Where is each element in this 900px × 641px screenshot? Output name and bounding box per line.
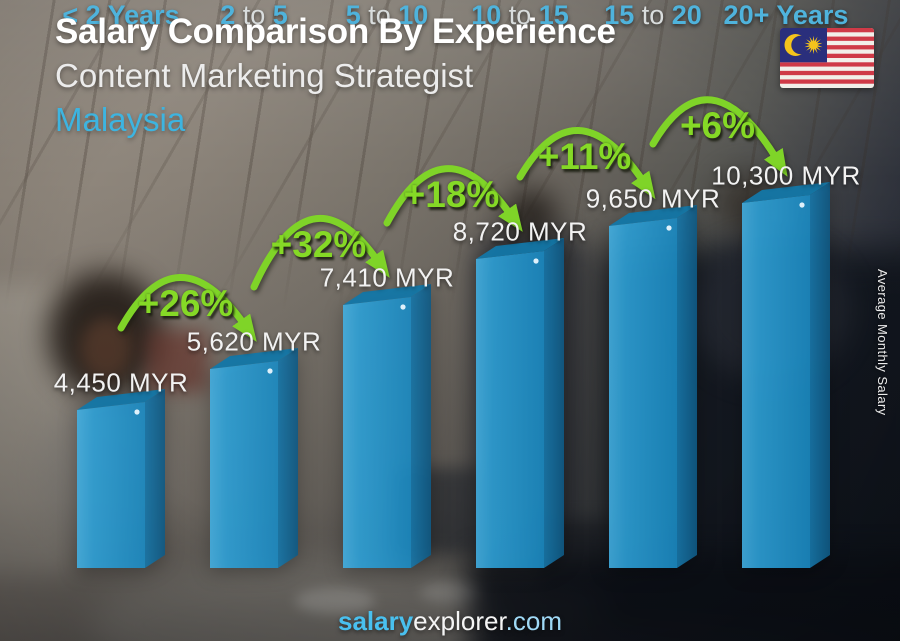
red-window-frame [146,330,208,392]
y-axis-label: Average Monthly Salary [875,268,890,416]
brand-tld: .com [505,606,563,636]
brand-explorer: explorer [413,606,506,636]
malaysia-flag-icon [780,28,874,88]
job-title: Content Marketing Strategist [55,57,474,94]
footer-brand: salaryexplorer.com [0,606,900,637]
page-title: Salary Comparison By Experience [55,12,616,51]
country-label: Malaysia [55,101,186,138]
dark-floor-shadow [470,555,900,641]
brand-salary: salary [337,606,414,636]
paper-sheet [420,582,482,604]
paper-sheet [295,588,375,614]
